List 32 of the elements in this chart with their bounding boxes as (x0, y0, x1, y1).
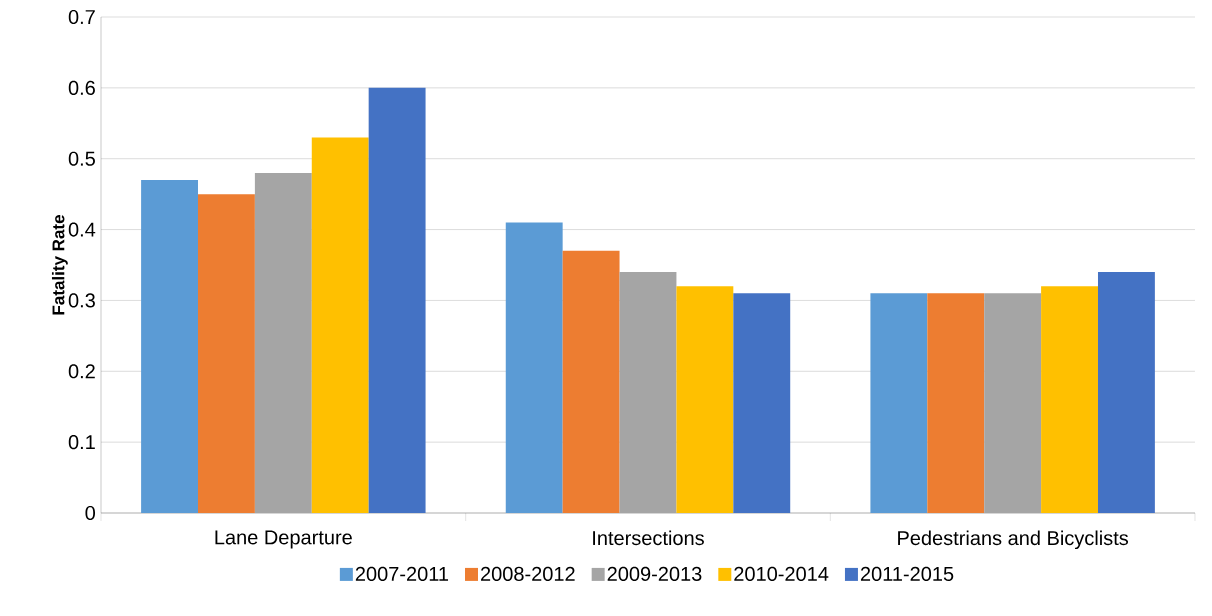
y-tick-label: 0.1 (68, 435, 95, 450)
legend-label: 2009-2013 (607, 566, 702, 581)
bar (1041, 286, 1098, 513)
y-tick-label: 0.2 (68, 364, 95, 379)
bar (984, 293, 1042, 513)
bar (505, 222, 563, 513)
bar (562, 250, 620, 513)
legend-label: 2008-2012 (481, 566, 575, 581)
bar (254, 172, 312, 513)
bar (311, 137, 369, 513)
bar (198, 194, 255, 513)
bar (141, 179, 198, 513)
x-tick-label: Pedestrians and Bicyclists (898, 530, 1129, 550)
bar (619, 272, 677, 513)
legend-label: 2011-2015 (860, 566, 954, 581)
y-tick-label: 0.5 (68, 151, 95, 166)
bar (676, 286, 734, 513)
x-tick-label: Lane Departure (215, 530, 352, 549)
y-axis-title: Fatality Rate (51, 215, 68, 315)
bar (870, 293, 928, 513)
y-tick-label: 0.3 (68, 293, 95, 308)
bar (368, 87, 426, 513)
y-tick-label: 0.6 (68, 80, 95, 95)
y-tick-label: 0.4 (68, 222, 96, 237)
legend-label: 2007-2011 (355, 566, 449, 581)
bar (733, 293, 791, 513)
bar (927, 293, 985, 513)
y-tick-label: 0 (85, 505, 96, 521)
legend-label: 2010-2014 (734, 566, 829, 581)
bar (1097, 272, 1155, 513)
x-tick-label: Intersections (593, 530, 704, 546)
y-tick-label: 0.7 (68, 9, 95, 25)
